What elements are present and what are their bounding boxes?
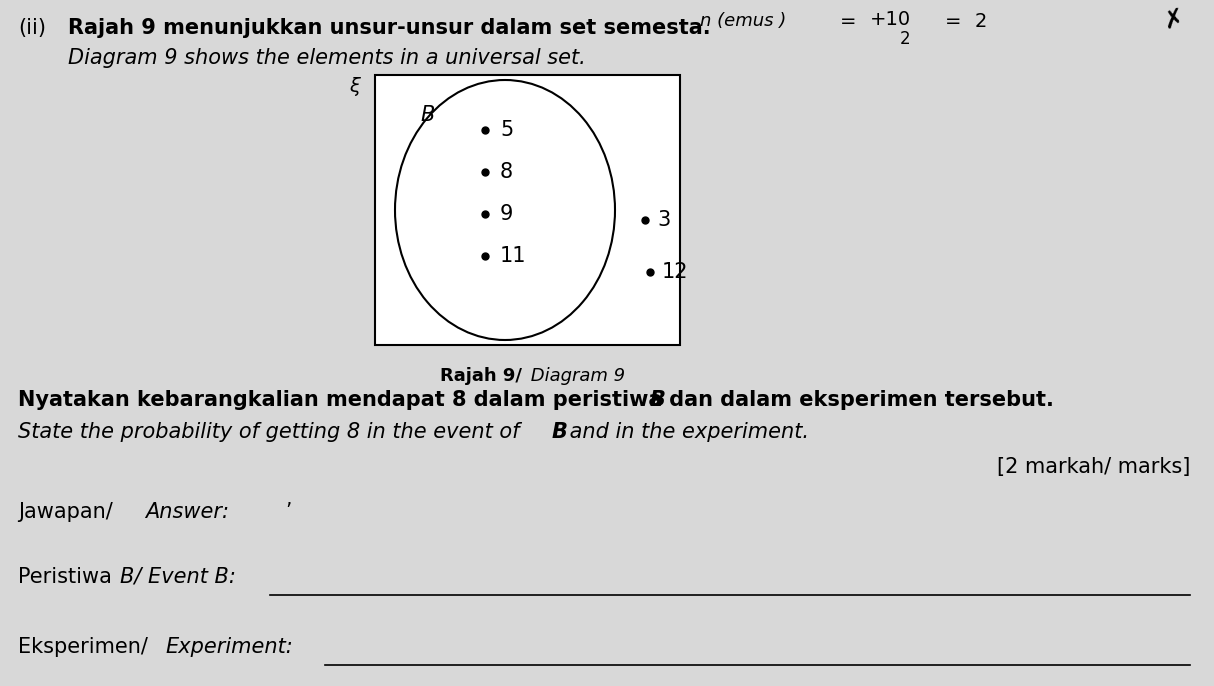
Text: B: B	[552, 422, 568, 442]
Text: B: B	[420, 105, 435, 125]
Text: ξ: ξ	[350, 77, 361, 96]
Text: n (emus ): n (emus )	[700, 12, 787, 30]
Text: B/ Event B:: B/ Event B:	[120, 567, 236, 587]
Text: Experiment:: Experiment:	[165, 637, 293, 657]
Text: Answer:: Answer:	[144, 502, 229, 522]
Text: ʼ: ʼ	[285, 502, 291, 521]
Text: Rajah 9/: Rajah 9/	[441, 367, 522, 385]
Text: ✗: ✗	[1161, 5, 1186, 34]
Text: State the probability of getting 8 in the event of: State the probability of getting 8 in th…	[18, 422, 526, 442]
Text: Rajah 9 menunjukkan unsur-unsur dalam set semesta.: Rajah 9 menunjukkan unsur-unsur dalam se…	[68, 18, 710, 38]
Text: [2 markah/ marks]: [2 markah/ marks]	[997, 457, 1190, 477]
Text: Jawapan/: Jawapan/	[18, 502, 119, 522]
Text: 11: 11	[500, 246, 527, 266]
Text: B: B	[649, 390, 665, 410]
Text: dan dalam eksperimen tersebut.: dan dalam eksperimen tersebut.	[662, 390, 1054, 410]
Text: 12: 12	[662, 262, 688, 282]
Text: 3: 3	[657, 210, 670, 230]
Text: =: =	[840, 12, 857, 31]
Text: Nyatakan kebarangkalian mendapat 8 dalam peristiwa: Nyatakan kebarangkalian mendapat 8 dalam…	[18, 390, 670, 410]
Text: 5: 5	[500, 120, 514, 140]
Text: 2: 2	[975, 12, 987, 31]
Text: +10: +10	[870, 10, 912, 29]
Text: Diagram 9: Diagram 9	[526, 367, 625, 385]
Text: Peristiwa: Peristiwa	[18, 567, 119, 587]
Text: Diagram 9 shows the elements in a universal set.: Diagram 9 shows the elements in a univer…	[68, 48, 585, 68]
Bar	[375, 75, 680, 345]
Text: (ii): (ii)	[18, 18, 46, 38]
Text: =: =	[944, 12, 961, 31]
Text: 9: 9	[500, 204, 514, 224]
Text: Eksperimen/: Eksperimen/	[18, 637, 154, 657]
Text: and in the experiment.: and in the experiment.	[563, 422, 809, 442]
Ellipse shape	[395, 80, 615, 340]
Text: 8: 8	[500, 162, 514, 182]
Text: 2: 2	[900, 30, 910, 48]
